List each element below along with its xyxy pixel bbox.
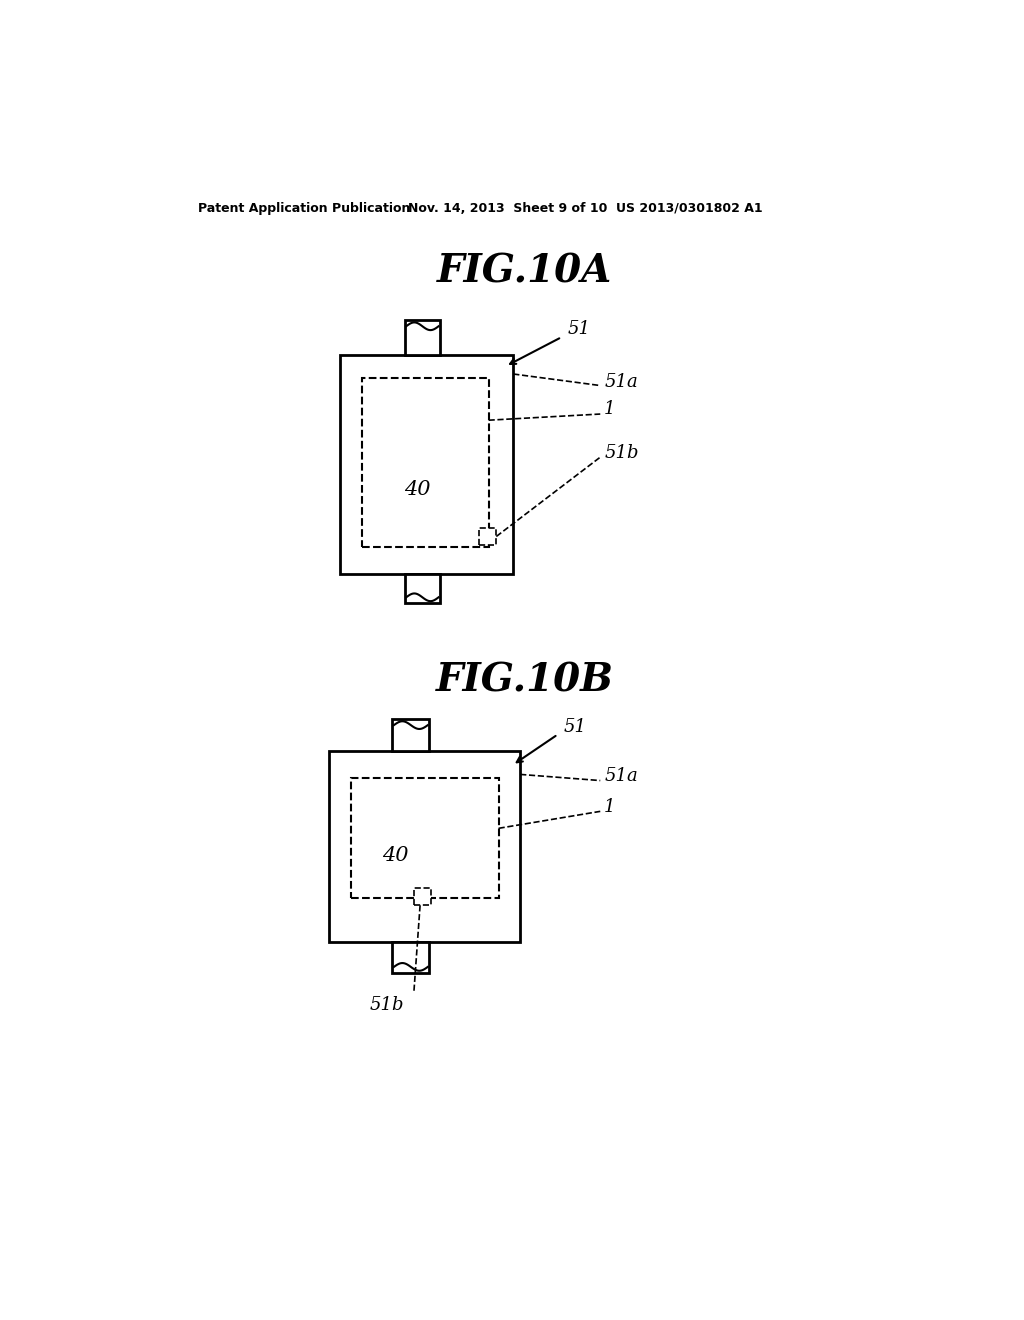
Text: 51: 51 bbox=[567, 321, 590, 338]
Bar bbox=[351, 779, 499, 898]
Bar bbox=[404, 574, 440, 603]
Text: 51: 51 bbox=[563, 718, 587, 735]
Bar bbox=[479, 528, 497, 545]
Text: FIG.10B: FIG.10B bbox=[436, 661, 613, 700]
Text: 40: 40 bbox=[382, 846, 409, 865]
Text: 51b: 51b bbox=[604, 444, 639, 462]
Text: Patent Application Publication: Patent Application Publication bbox=[199, 202, 411, 215]
Text: 51a: 51a bbox=[604, 767, 638, 785]
Text: 1: 1 bbox=[604, 797, 615, 816]
Bar bbox=[392, 942, 429, 973]
Text: FIG.10A: FIG.10A bbox=[437, 252, 612, 290]
Text: Nov. 14, 2013  Sheet 9 of 10: Nov. 14, 2013 Sheet 9 of 10 bbox=[408, 202, 607, 215]
Bar bbox=[392, 719, 429, 751]
Bar bbox=[414, 888, 431, 906]
Text: 40: 40 bbox=[403, 480, 430, 499]
Bar bbox=[404, 321, 440, 355]
Text: 1: 1 bbox=[604, 400, 615, 418]
Bar bbox=[361, 378, 488, 548]
Bar bbox=[330, 751, 520, 942]
Text: 51b: 51b bbox=[370, 997, 403, 1014]
Bar bbox=[340, 355, 513, 574]
Text: US 2013/0301802 A1: US 2013/0301802 A1 bbox=[615, 202, 762, 215]
Text: 51a: 51a bbox=[604, 372, 638, 391]
